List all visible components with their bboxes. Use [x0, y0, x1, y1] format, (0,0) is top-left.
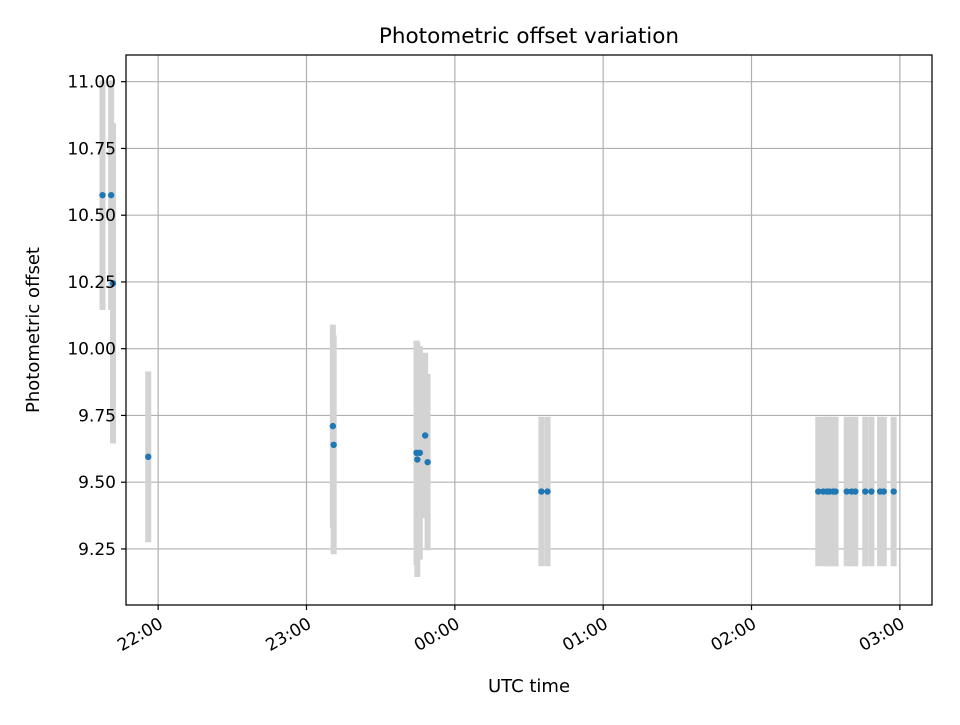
data-point [414, 456, 421, 463]
data-point [815, 488, 822, 495]
data-point [538, 488, 545, 495]
x-axis-label: UTC time [488, 676, 570, 697]
data-point [330, 441, 337, 449]
data-point [862, 488, 869, 495]
data-point [109, 280, 117, 287]
y-axis-ticks: 9.25 9.50 9.75 10.00 10.25 10.50 10.75 11.00 [67, 73, 126, 560]
data-point [107, 191, 115, 199]
data-point [843, 488, 850, 495]
y-tick-label: 9.75 [78, 406, 116, 426]
data-point [868, 488, 875, 495]
y-tick-label: 9.25 [78, 540, 116, 560]
data-point [880, 488, 887, 495]
data-point [99, 191, 106, 199]
data-point [145, 453, 152, 461]
data-point [329, 422, 337, 430]
data-point [416, 449, 424, 457]
grid [126, 55, 932, 605]
y-axis-label: Photometric offset [23, 247, 44, 413]
y-tick-label: 10.75 [67, 139, 116, 159]
y-tick-label: 10.25 [67, 273, 116, 293]
data-point [544, 488, 551, 495]
y-tick-label: 9.50 [78, 473, 116, 493]
data-points [99, 191, 897, 495]
data-point [832, 488, 839, 495]
data-point [421, 432, 429, 439]
plot-frame [125, 54, 933, 606]
y-tick-label: 11.00 [67, 73, 116, 93]
data-point [852, 488, 859, 495]
data-point [424, 458, 431, 466]
y-tick-label: 10.50 [67, 206, 116, 226]
y-tick-label: 10.00 [67, 340, 116, 360]
data-point [890, 488, 897, 495]
chart-title: Photometric offset variation [379, 24, 679, 49]
